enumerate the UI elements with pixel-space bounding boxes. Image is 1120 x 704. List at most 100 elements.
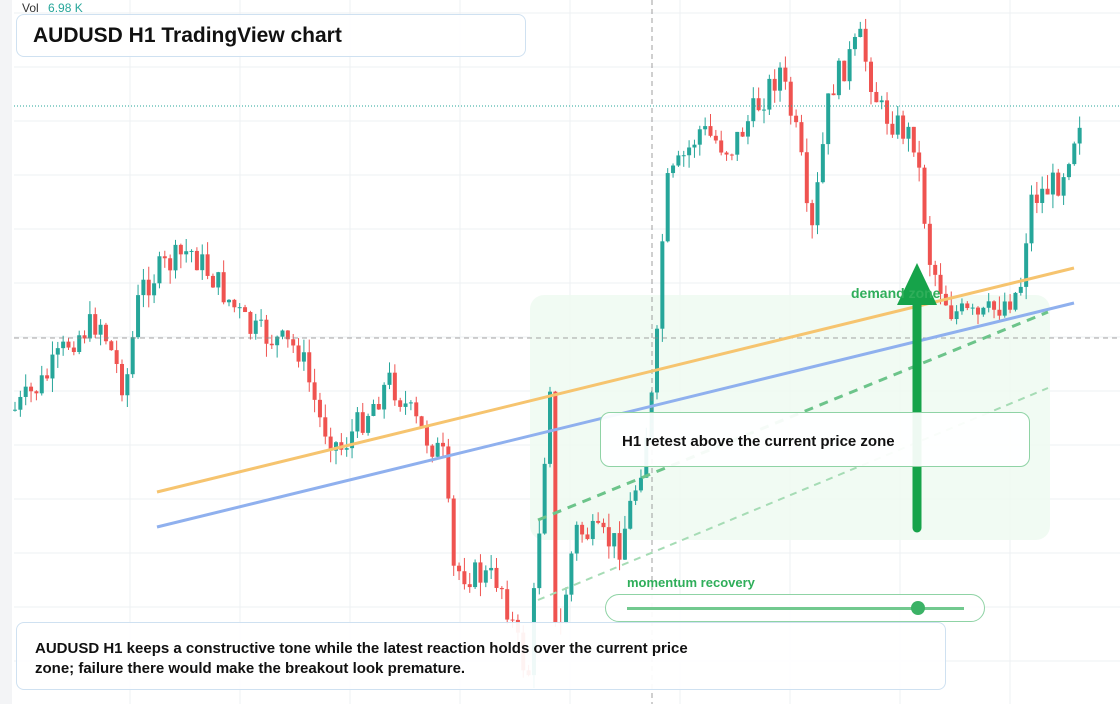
candle-body (328, 436, 333, 451)
candle-body (992, 301, 997, 310)
candle-body (997, 309, 1002, 316)
candle-body (826, 93, 831, 145)
candle-body (1066, 164, 1071, 178)
candle-body (1056, 172, 1061, 196)
candle-body (200, 254, 205, 271)
candle-body (205, 254, 210, 276)
candle-body (778, 67, 783, 91)
candle-body (724, 152, 729, 155)
candle-body (799, 122, 804, 153)
candle-body (382, 384, 387, 410)
candle-body (227, 299, 231, 303)
candle-body (622, 528, 627, 560)
candle-body (617, 533, 622, 560)
candle-body (55, 348, 60, 355)
candle-body (981, 307, 986, 315)
candle-body (537, 533, 542, 589)
candle-body (756, 98, 761, 111)
caption: AUDUSD H1 keeps a constructive tone whil… (35, 640, 688, 677)
candle-body (136, 295, 141, 338)
retest-box: H1 retest above the current price zone (600, 412, 1030, 467)
candle-body (408, 402, 413, 404)
candle-body (355, 412, 360, 432)
candle-body (178, 244, 183, 255)
candle-body (184, 251, 189, 255)
candle-body (419, 416, 424, 427)
candle-body (344, 448, 349, 450)
candle-body (1077, 127, 1082, 144)
candle-body (638, 477, 643, 491)
candle-body (360, 412, 365, 433)
candle-body (906, 126, 911, 139)
candle-body (601, 522, 606, 528)
candle-body (708, 126, 713, 136)
candle-body (901, 115, 906, 139)
candle-body (462, 571, 467, 585)
candle-body (751, 98, 756, 122)
candle-body (933, 264, 938, 275)
candle-body (655, 328, 659, 393)
arrow-head (897, 263, 937, 305)
candle-body (762, 109, 766, 111)
candle-body (430, 445, 435, 457)
candle-body (633, 490, 638, 501)
candle-body (788, 81, 793, 116)
candle-body (489, 567, 494, 571)
candle-body (671, 165, 676, 174)
candle-body (783, 67, 788, 82)
candle-body (61, 341, 66, 349)
candle-body (1008, 301, 1013, 310)
candle-body (253, 320, 258, 334)
candle-body (836, 60, 841, 96)
candle-body (1040, 188, 1045, 203)
candle-body (387, 372, 392, 385)
candle-body (93, 314, 98, 335)
candle-body (569, 553, 574, 595)
candle-body (1002, 301, 1007, 316)
candle-body (986, 301, 991, 308)
candle-body (296, 345, 301, 362)
candles (13, 18, 1082, 689)
candle-body (959, 303, 964, 312)
candle-body (29, 386, 34, 392)
candle-body (18, 396, 23, 410)
candle-body (874, 91, 879, 103)
candle-body (392, 372, 397, 401)
slider-track (627, 607, 964, 610)
candle-body (505, 589, 510, 620)
title: AUDUSD H1 TradingView chart (33, 24, 342, 47)
candle-body (660, 241, 665, 329)
candle-body (301, 352, 306, 362)
candle-body (248, 312, 253, 334)
candle-body (114, 350, 119, 364)
candle-body (628, 500, 633, 529)
candle-body (66, 341, 71, 348)
candle-body (162, 256, 167, 259)
candle-body (98, 324, 103, 335)
candle-body (446, 446, 451, 499)
candle-body (435, 442, 440, 457)
candle-body (580, 524, 585, 535)
candle-body (885, 100, 890, 124)
candle-body (366, 415, 371, 433)
candle-body (810, 203, 815, 226)
candle-body (1072, 143, 1077, 165)
candle-body (852, 36, 857, 50)
candle-body (173, 244, 178, 271)
candle-body (794, 115, 799, 123)
candle-body (1061, 177, 1066, 196)
candle-body (457, 565, 462, 572)
candle-body (216, 272, 221, 288)
candle-body (13, 409, 17, 411)
candle-body (275, 336, 280, 346)
candle-body (146, 279, 151, 296)
candle-body (232, 299, 237, 308)
vol-value: 6.98 K (48, 1, 83, 15)
candle-body (820, 144, 825, 183)
candle-body (890, 123, 895, 135)
candle-body (50, 354, 55, 379)
candle-body (954, 311, 959, 320)
candle-body (938, 274, 943, 294)
candle-body (259, 319, 264, 321)
candle-body (548, 391, 552, 464)
